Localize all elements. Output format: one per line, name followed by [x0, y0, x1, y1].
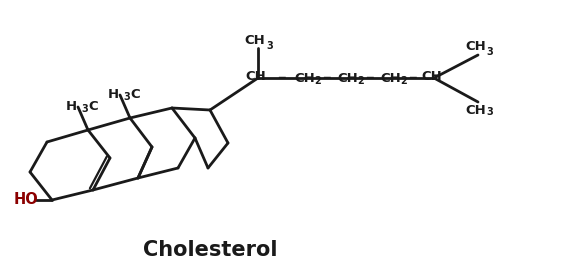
Text: CH: CH	[466, 104, 486, 117]
Text: CH: CH	[246, 70, 267, 83]
Text: HO: HO	[14, 193, 38, 208]
Text: H: H	[66, 100, 77, 113]
Text: CH: CH	[380, 72, 401, 85]
Text: –: –	[277, 69, 285, 87]
Text: 3: 3	[266, 41, 273, 51]
Text: C: C	[130, 87, 140, 100]
Text: C: C	[88, 100, 97, 113]
Text: H: H	[108, 87, 119, 100]
Text: –: –	[408, 69, 417, 87]
Text: –: –	[321, 69, 331, 87]
Text: 2: 2	[357, 76, 364, 86]
Text: CH: CH	[295, 72, 315, 85]
Text: 3: 3	[486, 107, 493, 117]
Text: CH: CH	[422, 70, 443, 83]
Text: CH: CH	[338, 72, 358, 85]
Text: 2: 2	[400, 76, 407, 86]
Text: –: –	[365, 69, 374, 87]
Text: CH: CH	[466, 40, 486, 53]
Text: 3: 3	[486, 47, 493, 57]
Text: 2: 2	[314, 76, 321, 86]
Text: CH: CH	[245, 34, 265, 47]
Text: 3: 3	[123, 92, 130, 102]
Text: 3: 3	[81, 104, 88, 114]
Text: Cholesterol: Cholesterol	[143, 240, 277, 260]
